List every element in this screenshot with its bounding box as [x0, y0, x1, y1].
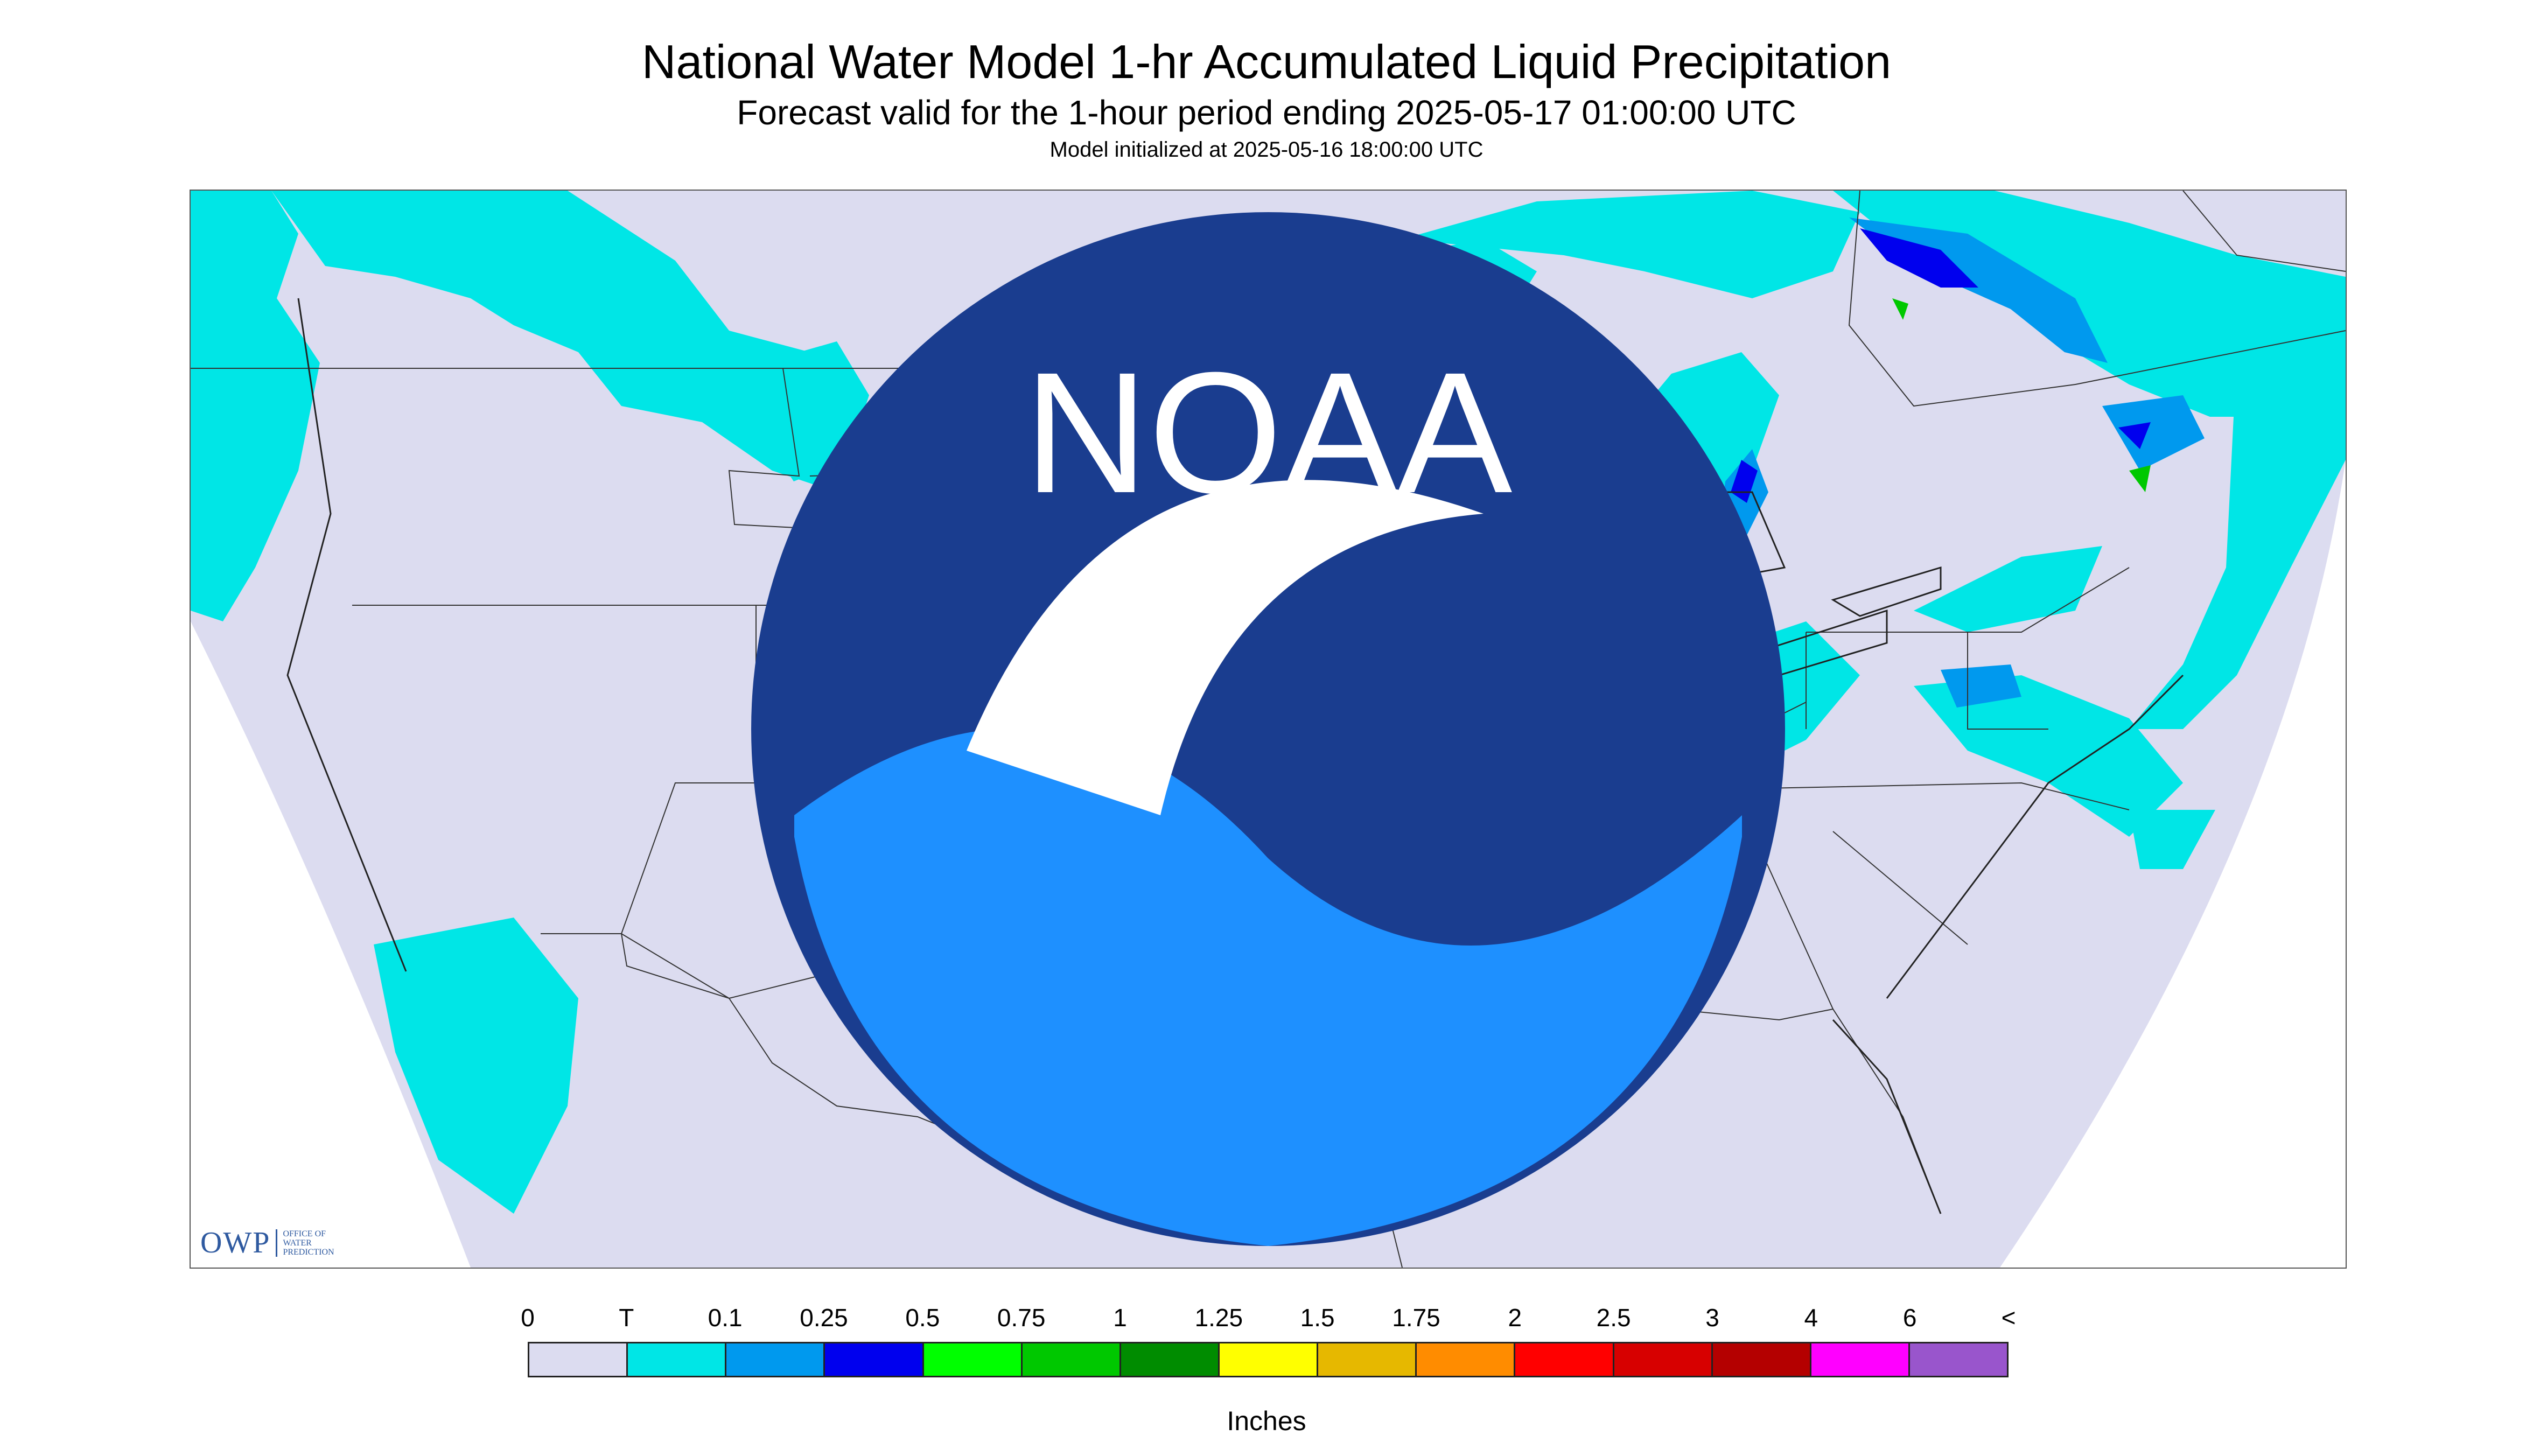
- legend-colorbar: [528, 1342, 2009, 1377]
- legend-label: 0.5: [905, 1304, 940, 1332]
- legend-swatch: [825, 1343, 924, 1376]
- map-title: National Water Model 1-hr Accumulated Li…: [641, 35, 1892, 88]
- legend-swatch: [1811, 1343, 1910, 1376]
- legend-swatch: [1909, 1343, 2007, 1376]
- owp-sub-line-3: PREDICTION: [283, 1247, 334, 1257]
- legend-label: 1.75: [1392, 1304, 1440, 1332]
- noaa-logo: NOAA: [751, 212, 1785, 1246]
- legend-label: 0.25: [800, 1304, 848, 1332]
- legend-swatch: [1121, 1343, 1220, 1376]
- legend-swatch: [1712, 1343, 1811, 1376]
- legend-units: Inches: [1227, 1406, 1306, 1436]
- legend-label: 6: [1902, 1304, 1917, 1332]
- legend-label: 1: [1113, 1304, 1127, 1332]
- owp-sub-line-1: OFFICE OF: [283, 1229, 326, 1238]
- legend-label: 0: [521, 1304, 535, 1332]
- legend-swatch: [628, 1343, 727, 1376]
- legend-swatch: [726, 1343, 825, 1376]
- model-init-text: Model initialized at 2025-05-16 18:00:00…: [1049, 138, 1484, 162]
- legend-swatch: [1614, 1343, 1713, 1376]
- map-subtitle: Forecast valid for the 1-hour period end…: [737, 93, 1796, 132]
- legend-label: T: [619, 1304, 634, 1332]
- legend-label: 1.5: [1300, 1304, 1335, 1332]
- legend-swatch: [1318, 1343, 1417, 1376]
- legend-label: 0.75: [997, 1304, 1046, 1332]
- legend-swatch: [1515, 1343, 1614, 1376]
- legend-swatch: [1219, 1343, 1319, 1376]
- legend-label: <: [2001, 1304, 2016, 1332]
- owp-logo-text: OWP: [200, 1226, 271, 1259]
- legend-labels: 0 T 0.1 0.25 0.5 0.75 1 1.25 1.5 1.75 2 2.5 3 4 6 <: [521, 1303, 2016, 1335]
- legend-label: 4: [1804, 1304, 1818, 1332]
- legend-swatch: [923, 1343, 1023, 1376]
- legend-label: 2.5: [1596, 1304, 1631, 1332]
- legend-swatch: [1417, 1343, 1516, 1376]
- legend-label: 0.1: [708, 1304, 743, 1332]
- owp-logo: OWP OFFICE OF WATER PREDICTION: [200, 1226, 334, 1260]
- noaa-logo-text: NOAA: [1024, 336, 1513, 529]
- owp-logo-subtext: OFFICE OF WATER PREDICTION: [276, 1229, 334, 1257]
- legend-label: 3: [1705, 1304, 1719, 1332]
- precipitation-map: OWP OFFICE OF WATER PREDICTION NOAA: [190, 190, 2347, 1269]
- legend-swatch: [1022, 1343, 1121, 1376]
- owp-sub-line-2: WATER: [283, 1238, 312, 1248]
- precip-legend: 0 T 0.1 0.25 0.5 0.75 1 1.25 1.5 1.75 2 2.5 3 4 6 <: [521, 1303, 2016, 1377]
- legend-label: 1.25: [1194, 1304, 1243, 1332]
- legend-swatch: [529, 1343, 628, 1376]
- legend-label: 2: [1508, 1304, 1522, 1332]
